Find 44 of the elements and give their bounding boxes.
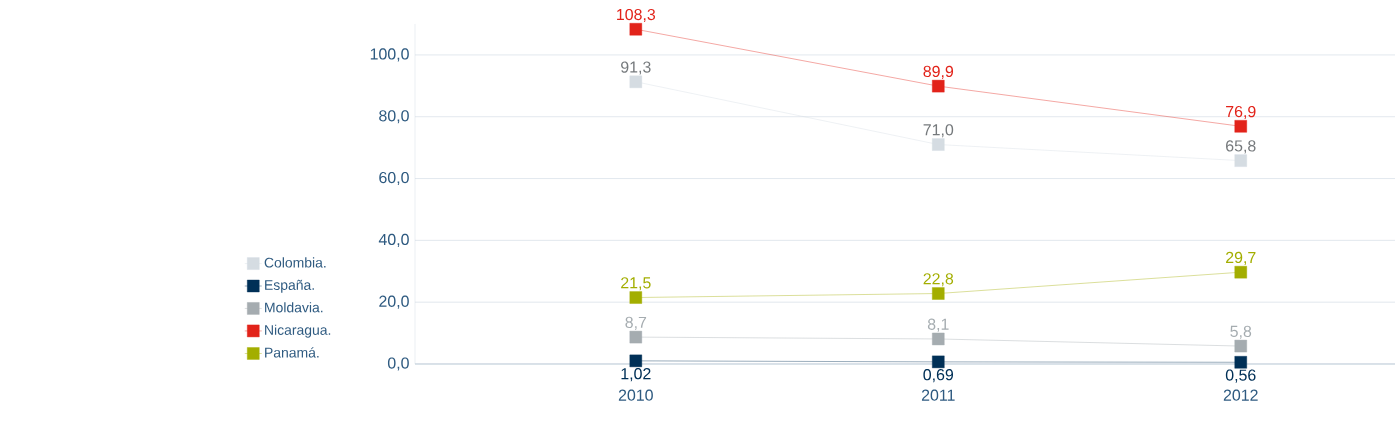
data-label: 65,8 xyxy=(1226,140,1256,154)
point xyxy=(629,354,643,368)
data-label: 89,9 xyxy=(923,65,954,79)
point xyxy=(629,330,643,344)
legend-label: Nicaragua. xyxy=(265,324,331,338)
y-tick-label: 40,0 xyxy=(378,233,409,247)
legend-label: Moldavia. xyxy=(265,302,323,313)
point xyxy=(932,355,945,369)
point xyxy=(629,75,643,88)
data-label: 71,0 xyxy=(923,124,954,138)
point xyxy=(1234,120,1247,133)
y-tick-label: 60,0 xyxy=(379,171,409,186)
data-label: 8,7 xyxy=(625,316,647,330)
point xyxy=(1234,154,1247,167)
point xyxy=(1234,266,1247,279)
point xyxy=(629,23,643,36)
x-tick-label: 2012 xyxy=(1223,389,1258,401)
x-tick-label: 2010 xyxy=(618,389,653,401)
point xyxy=(932,138,945,151)
data-label: 91,3 xyxy=(621,61,651,75)
data-label: 21,5 xyxy=(621,277,651,291)
data-label: 76,9 xyxy=(1226,105,1256,120)
point xyxy=(629,291,643,304)
data-label: 0,56 xyxy=(1225,369,1256,383)
y-tick-label: 20,0 xyxy=(379,295,409,309)
point xyxy=(932,79,945,93)
data-label: 1,02 xyxy=(621,368,651,382)
data-label: 29,7 xyxy=(1226,251,1256,265)
legend-label: España. xyxy=(265,279,314,293)
legend-label: Panamá. xyxy=(265,347,319,358)
point xyxy=(1234,339,1247,353)
point xyxy=(932,287,945,300)
y-tick-label: 0,0 xyxy=(387,357,409,371)
data-label: 5,8 xyxy=(1230,325,1252,339)
legend-label: Colombia. xyxy=(264,257,326,268)
point xyxy=(932,332,945,346)
data-label: 22,8 xyxy=(923,273,954,287)
data-label: 8,1 xyxy=(927,318,949,332)
data-label: 0,69 xyxy=(923,369,954,383)
data-label: 108,3 xyxy=(617,8,656,23)
y-tick-label: 100,0 xyxy=(370,48,409,62)
y-tick-label: 80,0 xyxy=(379,110,409,124)
x-tick-label: 2011 xyxy=(921,389,955,401)
point xyxy=(1234,356,1247,369)
